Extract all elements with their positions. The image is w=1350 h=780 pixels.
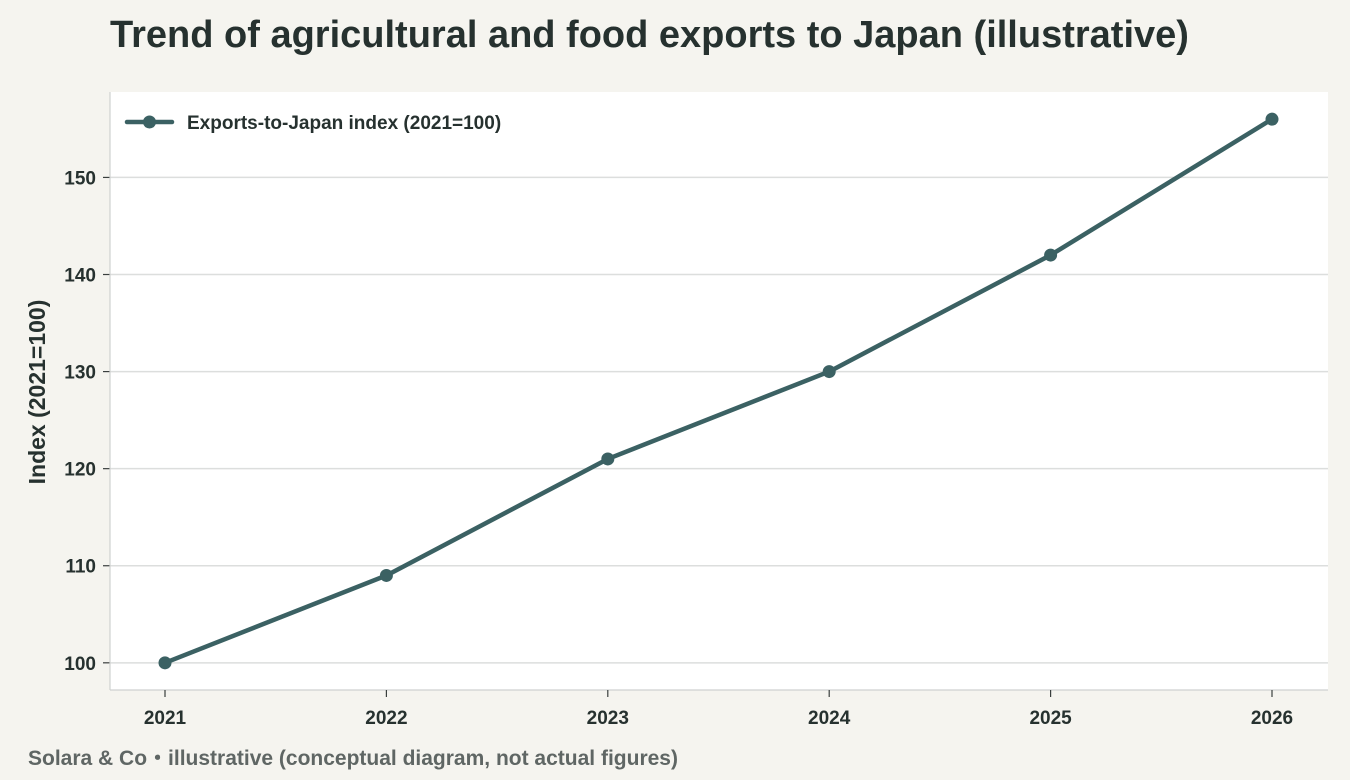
- series-line: [162, 116, 1275, 666]
- grid-lines: [110, 176, 1328, 664]
- y-tick-label: 100: [64, 654, 96, 675]
- data-point-2023: [601, 452, 615, 466]
- legend: Exports-to-Japan index (2021=100): [124, 113, 501, 134]
- series-layer: [158, 112, 1279, 670]
- y-axis-title: Index (2021=100): [24, 300, 50, 485]
- legend-marker: [143, 115, 156, 129]
- x-tick-label-2025: 2025: [1029, 708, 1072, 729]
- chart-title: Trend of agricultural and food exports t…: [110, 14, 1189, 56]
- axes: 100 110 120 130 140 150 2021 2022 2023 2024 2025 20…: [64, 92, 1328, 729]
- x-tick-label-2024: 2024: [808, 708, 851, 729]
- y-tick-label: 110: [65, 557, 96, 578]
- footnote: Solara & Co・illustrative (conceptual dia…: [28, 747, 678, 770]
- plot-area: [110, 92, 1328, 690]
- data-point-2024: [822, 365, 836, 379]
- x-tick-label-2026: 2026: [1251, 708, 1293, 729]
- x-tick-label-2022: 2022: [365, 708, 407, 729]
- y-tick-label: 150: [64, 168, 96, 189]
- y-tick-label: 130: [64, 363, 96, 384]
- x-tick-label-2021: 2021: [144, 708, 187, 729]
- y-tick-label: 120: [64, 460, 96, 481]
- y-tick-label: 140: [64, 266, 96, 287]
- legend-label: Exports-to-Japan index (2021=100): [187, 113, 501, 134]
- x-tick-label-2023: 2023: [587, 708, 629, 729]
- data-point-2021: [158, 656, 172, 670]
- data-point-2025: [1044, 248, 1058, 262]
- data-point-2026: [1265, 112, 1279, 126]
- data-point-2022: [379, 568, 393, 582]
